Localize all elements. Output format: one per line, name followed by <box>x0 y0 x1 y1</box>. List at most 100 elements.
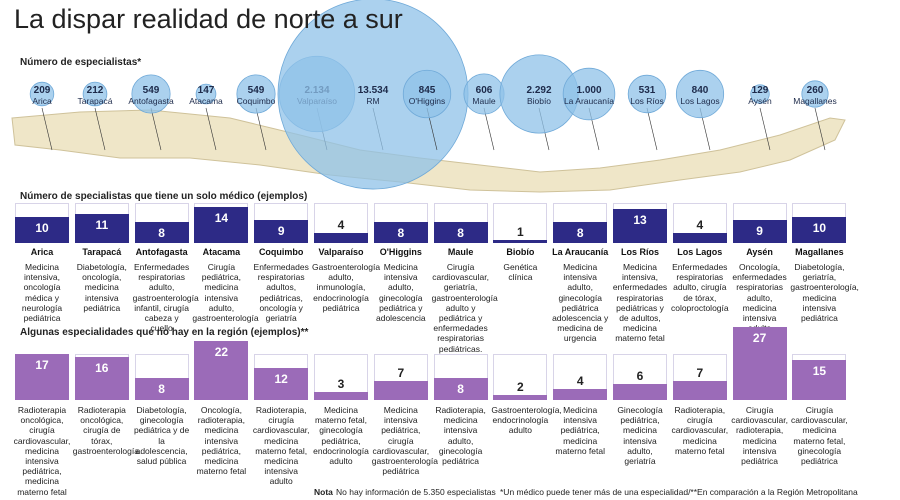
region-name: Coquimbo <box>258 247 304 257</box>
bubble <box>29 81 55 107</box>
bar <box>493 394 548 400</box>
footnote: *Un médico puede tener más de una especi… <box>500 487 858 497</box>
region-name: Tarapacá <box>82 247 122 257</box>
bubble <box>236 74 276 114</box>
bar <box>134 378 189 400</box>
note-text: Radioterapia, medicina intensiva adulto,… <box>435 405 486 467</box>
bar <box>553 222 608 243</box>
note-text: Gastroenterología adulto, inmunología, e… <box>312 262 381 313</box>
bar-value: 10 <box>35 221 49 235</box>
leader-line <box>41 107 53 151</box>
bubble-label: Atacama <box>189 96 223 106</box>
bar-value: 2 <box>517 379 524 394</box>
note-text: Radioterapia, cirugía cardiovascular, me… <box>671 405 729 456</box>
note-text: Medicina intensiva pediátrica, cirugía c… <box>371 405 438 477</box>
bubble-label: RM <box>366 96 379 106</box>
bar <box>254 367 309 400</box>
bar-value: 16 <box>95 360 109 375</box>
bar-value: 3 <box>337 376 345 391</box>
bubble-label: Aysén <box>748 96 772 106</box>
bar-value: 14 <box>214 210 229 225</box>
region-name: Biobío <box>506 247 535 257</box>
note-text: Cirugía cardiovascular, medicina materno… <box>791 405 848 467</box>
region-name: La Araucanía <box>552 247 609 257</box>
note-text: Medicina materno fetal, ginecología pedi… <box>313 405 369 467</box>
note-text: Oncología, enfermedades respiratorias ad… <box>732 262 787 333</box>
bubble-value: 260 <box>807 85 824 96</box>
bar <box>493 240 548 243</box>
bubble-value: 1.000 <box>576 85 601 96</box>
bar-value: 11 <box>95 218 109 233</box>
note-text: Genética clínica <box>503 262 538 283</box>
bar-value: 15 <box>812 363 827 378</box>
bar <box>134 222 189 243</box>
bubble-value: 209 <box>34 85 51 96</box>
bar <box>732 327 787 400</box>
bubble <box>675 69 725 119</box>
leader-line <box>205 107 217 151</box>
bubble-label: O'Higgins <box>409 96 446 106</box>
bar <box>373 381 428 400</box>
bar-value: 13 <box>633 213 647 228</box>
bar <box>194 206 249 243</box>
bar <box>15 354 69 400</box>
leader-line <box>483 107 495 151</box>
note-text: Diabetología, ginecología pediátrica y d… <box>133 405 190 467</box>
note-text: Oncología, radioterapia, medicina intens… <box>196 405 247 477</box>
bar-value: 1 <box>517 225 524 240</box>
bar <box>672 381 727 400</box>
bar <box>792 217 847 243</box>
bar-value: 8 <box>158 226 165 241</box>
leader-line <box>759 107 771 151</box>
bar <box>613 209 667 243</box>
bar <box>433 378 488 400</box>
bar-value: 4 <box>576 374 584 389</box>
note-text: Cirugía cardiovascular, radioterapia, me… <box>731 405 788 467</box>
bar <box>732 219 787 243</box>
bar-value: 8 <box>158 382 165 397</box>
bubble-value: 549 <box>248 85 265 96</box>
bubble-label: Antofagasta <box>128 96 174 106</box>
bar-value: 12 <box>274 371 288 386</box>
section-title: Número de specialistas que tiene un solo… <box>20 191 308 202</box>
bubble-label: Maule <box>472 96 495 106</box>
note-text: Medicina intensiva, oncología médica y n… <box>21 262 63 324</box>
leader-line <box>646 107 658 151</box>
bar <box>792 359 847 400</box>
bar-value: 4 <box>696 217 704 232</box>
bubble-label: Los Ríos <box>630 96 664 106</box>
bar-value: 27 <box>752 331 767 346</box>
region-name: Los Ríos <box>620 247 659 257</box>
region-name: Los Lagos <box>677 247 723 257</box>
note-text: Medicina intensiva adulto, ginecología p… <box>375 262 426 324</box>
bar-value: 22 <box>214 344 229 359</box>
bar-value: 8 <box>457 226 464 241</box>
bubble-label: La Araucanía <box>564 96 614 106</box>
note-text: Enfermedades respiratorias adulto, cirug… <box>670 262 729 313</box>
bar <box>553 389 608 400</box>
region-name: Valparaíso <box>318 247 364 257</box>
region-name: Atacama <box>202 247 241 257</box>
bubble-label: Biobío <box>527 96 551 106</box>
leader-line <box>150 107 162 151</box>
bar-value: 9 <box>277 223 285 238</box>
bar <box>373 222 428 243</box>
bar <box>613 383 667 400</box>
bubble <box>82 81 108 107</box>
bar-value: 6 <box>636 368 644 383</box>
bubble-label: Tarapacá <box>78 96 113 106</box>
note-text: Ginecología pediátrica, medicina intensi… <box>617 405 663 467</box>
region-name: O'Higgins <box>379 247 422 257</box>
region-name: Arica <box>30 247 54 257</box>
bubble-label: Los Lagos <box>680 96 719 106</box>
bubble-label: Coquimbo <box>237 96 276 106</box>
bar-value: 8 <box>397 226 405 241</box>
bubble-label: Magallanes <box>793 96 836 106</box>
leader-line <box>814 107 826 151</box>
note-text: Diabetología, oncología, medicina intens… <box>76 262 127 313</box>
note-text: Enfermedades respiratorias adulto, gastr… <box>132 262 199 334</box>
bubble <box>627 74 667 114</box>
bubble-value: 606 <box>476 85 493 96</box>
